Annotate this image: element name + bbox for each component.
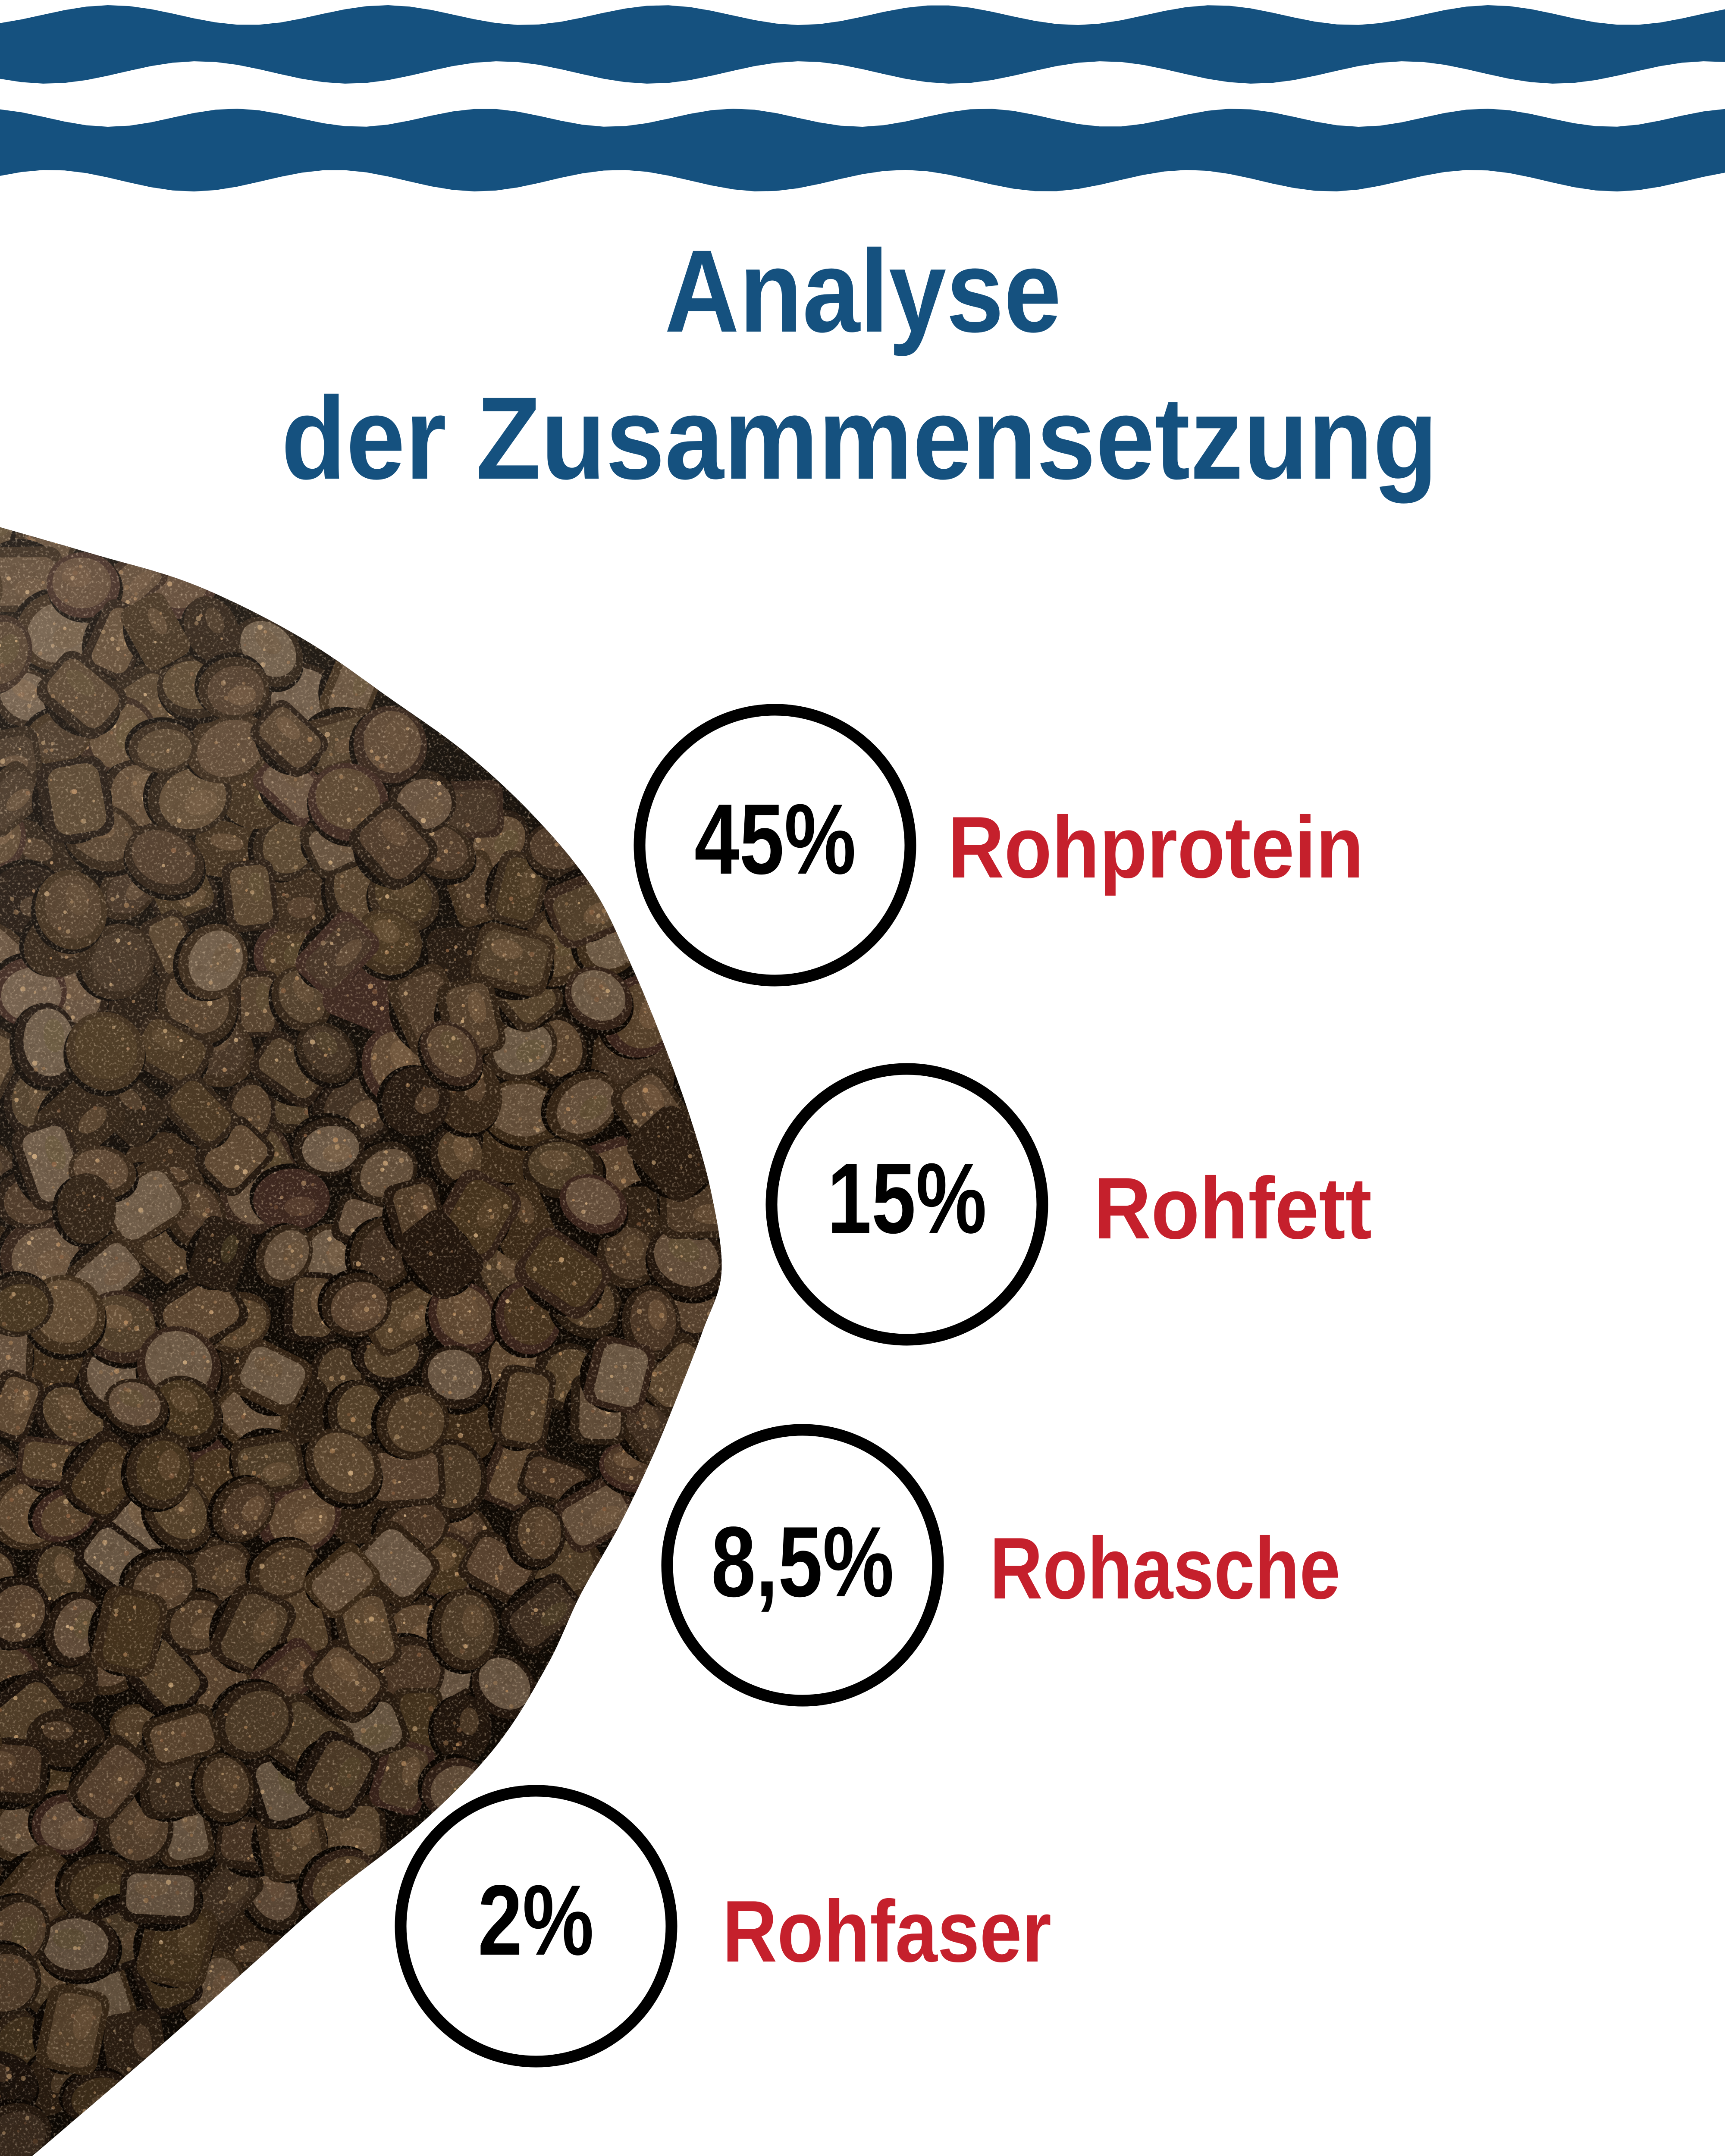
svg-text:15%: 15% bbox=[827, 1143, 987, 1254]
svg-text:Analyse: Analyse bbox=[665, 226, 1061, 357]
svg-text:Rohfett: Rohfett bbox=[1094, 1159, 1372, 1257]
svg-text:8,5%: 8,5% bbox=[711, 1506, 894, 1618]
svg-text:45%: 45% bbox=[694, 783, 856, 895]
svg-text:Rohfaser: Rohfaser bbox=[722, 1883, 1051, 1981]
svg-text:Rohasche: Rohasche bbox=[990, 1520, 1340, 1617]
svg-text:Rohprotein: Rohprotein bbox=[948, 799, 1364, 896]
svg-text:der Zusammensetzung: der Zusammensetzung bbox=[281, 373, 1438, 505]
svg-text:2%: 2% bbox=[478, 1865, 594, 1976]
